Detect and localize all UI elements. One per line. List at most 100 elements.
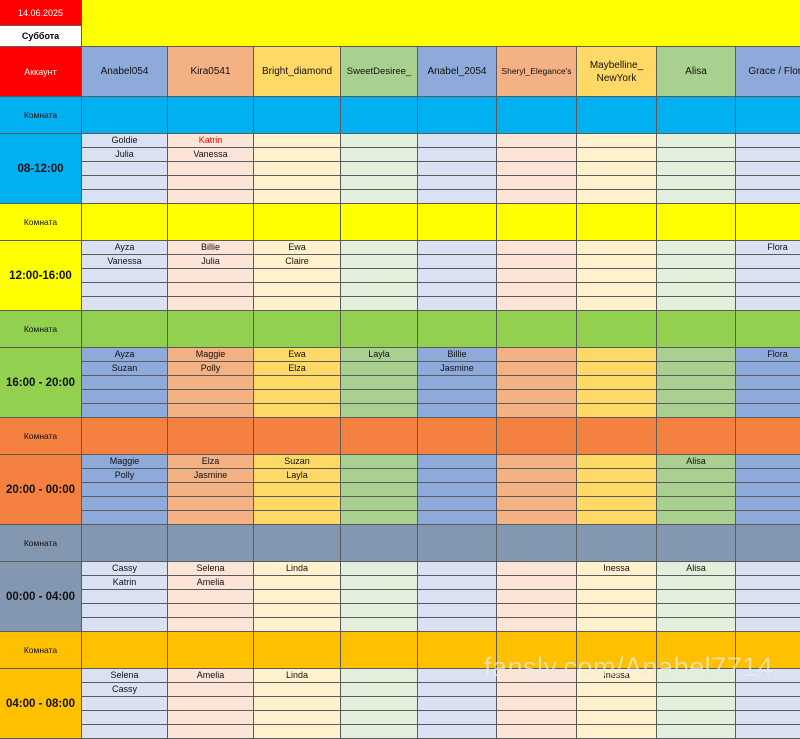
schedule-cell[interactable]: Katrin [168, 134, 254, 148]
schedule-cell[interactable] [497, 283, 577, 297]
schedule-cell[interactable] [577, 190, 657, 204]
schedule-cell[interactable]: Amelia [168, 669, 254, 683]
room-cell[interactable] [577, 418, 657, 455]
room-cell[interactable] [168, 204, 254, 241]
schedule-cell[interactable]: Alisa [657, 455, 736, 469]
schedule-cell[interactable] [497, 148, 577, 162]
schedule-cell[interactable]: Inessa [577, 562, 657, 576]
schedule-cell[interactable]: Vanessa [82, 255, 168, 269]
schedule-cell[interactable]: Jasmine [168, 469, 254, 483]
room-cell[interactable] [418, 525, 497, 562]
schedule-cell[interactable] [168, 297, 254, 311]
room-cell[interactable] [254, 311, 341, 348]
schedule-cell[interactable] [341, 255, 418, 269]
schedule-cell[interactable] [497, 176, 577, 190]
schedule-cell[interactable] [168, 162, 254, 176]
schedule-cell[interactable] [254, 483, 341, 497]
schedule-cell[interactable] [418, 562, 497, 576]
schedule-cell[interactable] [341, 725, 418, 739]
schedule-cell[interactable] [418, 576, 497, 590]
room-cell[interactable] [657, 418, 736, 455]
room-cell[interactable] [82, 97, 168, 134]
schedule-cell[interactable] [736, 562, 800, 576]
room-cell[interactable] [341, 632, 418, 669]
schedule-cell[interactable] [736, 604, 800, 618]
schedule-cell[interactable] [82, 483, 168, 497]
schedule-cell[interactable] [341, 134, 418, 148]
schedule-cell[interactable] [577, 376, 657, 390]
schedule-cell[interactable] [168, 511, 254, 525]
room-cell[interactable] [82, 204, 168, 241]
schedule-cell[interactable] [657, 376, 736, 390]
shift-time-cell[interactable]: 08-12:00 [0, 134, 82, 204]
schedule-cell[interactable] [168, 618, 254, 632]
schedule-cell[interactable] [497, 697, 577, 711]
schedule-cell[interactable] [418, 455, 497, 469]
schedule-cell[interactable] [341, 469, 418, 483]
schedule-cell[interactable] [657, 711, 736, 725]
schedule-cell[interactable]: Flora [736, 348, 800, 362]
schedule-cell[interactable] [577, 604, 657, 618]
schedule-cell[interactable] [254, 497, 341, 511]
account-header-cell[interactable]: Alisa [657, 47, 736, 97]
schedule-cell[interactable] [82, 511, 168, 525]
schedule-cell[interactable]: Linda [254, 562, 341, 576]
schedule-cell[interactable] [418, 241, 497, 255]
schedule-cell[interactable] [254, 148, 341, 162]
schedule-cell[interactable] [254, 590, 341, 604]
schedule-cell[interactable] [657, 190, 736, 204]
room-cell[interactable] [736, 525, 800, 562]
schedule-cell[interactable] [254, 618, 341, 632]
schedule-cell[interactable] [254, 404, 341, 418]
schedule-cell[interactable] [736, 190, 800, 204]
schedule-cell[interactable] [418, 404, 497, 418]
schedule-cell[interactable] [657, 404, 736, 418]
schedule-cell[interactable] [82, 190, 168, 204]
schedule-cell[interactable]: Elza [254, 362, 341, 376]
schedule-cell[interactable] [341, 376, 418, 390]
schedule-cell[interactable] [168, 590, 254, 604]
schedule-cell[interactable] [418, 604, 497, 618]
room-label-cell[interactable]: Комната [0, 311, 82, 348]
schedule-cell[interactable] [736, 148, 800, 162]
schedule-cell[interactable] [577, 725, 657, 739]
schedule-cell[interactable] [497, 711, 577, 725]
schedule-cell[interactable] [577, 283, 657, 297]
schedule-cell[interactable] [577, 390, 657, 404]
schedule-cell[interactable] [254, 376, 341, 390]
schedule-cell[interactable] [254, 683, 341, 697]
schedule-cell[interactable] [254, 511, 341, 525]
schedule-cell[interactable] [82, 176, 168, 190]
schedule-cell[interactable] [254, 134, 341, 148]
room-cell[interactable] [341, 525, 418, 562]
schedule-cell[interactable] [657, 697, 736, 711]
room-cell[interactable] [418, 97, 497, 134]
schedule-cell[interactable] [497, 511, 577, 525]
schedule-cell[interactable] [254, 297, 341, 311]
schedule-cell[interactable] [577, 255, 657, 269]
schedule-cell[interactable]: Goldie [82, 134, 168, 148]
shift-time-cell[interactable]: 20:00 - 00:00 [0, 455, 82, 525]
schedule-cell[interactable] [736, 255, 800, 269]
schedule-cell[interactable]: Selena [168, 562, 254, 576]
room-cell[interactable] [657, 204, 736, 241]
room-cell[interactable] [168, 525, 254, 562]
account-header-cell[interactable]: Kira0541 [168, 47, 254, 97]
schedule-cell[interactable] [577, 162, 657, 176]
schedule-cell[interactable] [497, 455, 577, 469]
schedule-cell[interactable] [736, 725, 800, 739]
schedule-cell[interactable] [497, 134, 577, 148]
schedule-cell[interactable] [418, 390, 497, 404]
schedule-cell[interactable] [736, 483, 800, 497]
schedule-cell[interactable] [736, 176, 800, 190]
schedule-cell[interactable] [657, 348, 736, 362]
schedule-cell[interactable] [577, 590, 657, 604]
schedule-cell[interactable] [341, 618, 418, 632]
schedule-cell[interactable] [82, 590, 168, 604]
schedule-cell[interactable] [168, 711, 254, 725]
room-cell[interactable] [577, 204, 657, 241]
shift-time-cell[interactable]: 12:00-16:00 [0, 241, 82, 311]
schedule-cell[interactable]: Jasmine [418, 362, 497, 376]
schedule-cell[interactable] [657, 362, 736, 376]
schedule-cell[interactable] [418, 283, 497, 297]
